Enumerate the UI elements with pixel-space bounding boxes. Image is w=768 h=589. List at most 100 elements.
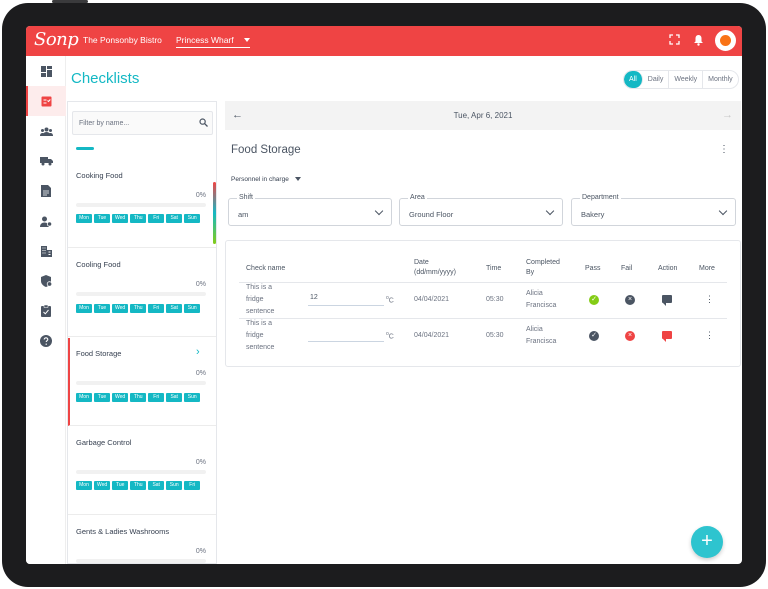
checklist-title: Cooling Food — [76, 260, 121, 269]
completed-by-last: Francisca — [526, 338, 557, 345]
user-avatar[interactable] — [715, 30, 736, 51]
col-date: Date — [414, 259, 429, 266]
checklist-card-cooking-food[interactable]: Cooking Food 0% Mon Tue Wed Thu Fri Sat … — [68, 160, 216, 248]
help-icon[interactable] — [26, 326, 66, 356]
add-button[interactable]: + — [691, 526, 723, 558]
more-vert-icon[interactable]: ⋮ — [705, 294, 714, 304]
arrow-right-icon[interactable]: → — [722, 109, 733, 121]
period-tab-monthly[interactable]: Monthly — [708, 76, 733, 83]
checklist-progress-bar — [76, 381, 206, 385]
checklist-card-garbage-control[interactable]: Garbage Control 0% Mon Wed Tue Thu Sat S… — [68, 427, 216, 515]
day-badge: Sun — [184, 214, 201, 223]
list-scrollbar[interactable] — [213, 182, 216, 244]
checklist-title: Gents & Ladies Washrooms — [76, 527, 170, 536]
checklist-percent: 0% — [195, 548, 206, 555]
shift-label: Shift — [237, 194, 256, 201]
checks-table: Check name Date (dd/mm/yyyy) Time Comple… — [225, 240, 741, 367]
day-badge: Thu — [130, 304, 147, 313]
day-badge: Tue — [94, 214, 110, 223]
venue-name[interactable]: The Ponsonby Bistro — [83, 35, 162, 45]
period-tab-all[interactable]: All — [624, 71, 643, 88]
area-select[interactable]: Area Ground Floor — [399, 194, 563, 226]
department-value: Bakery — [581, 210, 605, 219]
progress-stub — [76, 147, 94, 150]
shift-select[interactable]: Shift am — [228, 194, 392, 226]
temperature-unit: oC — [386, 295, 394, 305]
completed-by-first: Alicia — [526, 326, 543, 333]
period-tab-daily[interactable]: Daily — [643, 71, 670, 88]
tablet-button — [52, 0, 88, 3]
truck-icon[interactable] — [26, 146, 66, 176]
shield-icon[interactable] — [26, 266, 66, 296]
check-time: 05:30 — [486, 332, 504, 339]
temperature-input[interactable]: 12 — [308, 294, 384, 306]
checklist-progress-bar — [76, 559, 206, 563]
checklist-icon[interactable] — [26, 86, 66, 116]
period-toggle: All Daily Weekly Monthly — [623, 70, 739, 89]
comment-icon[interactable] — [662, 295, 672, 306]
cancel-circle-icon[interactable]: × — [625, 331, 635, 341]
chevron-down-icon — [718, 206, 728, 216]
checklist-card-cooling-food[interactable]: Cooling Food 0% Mon Tue Wed Thu Fri Sat … — [68, 249, 216, 337]
search-icon — [199, 118, 208, 127]
building-icon[interactable] — [26, 236, 66, 266]
day-badge: Sat — [166, 393, 183, 402]
checklist-title: Cooking Food — [76, 171, 123, 180]
clipboard-icon[interactable] — [26, 296, 66, 326]
more-vert-icon[interactable]: ⋮ — [719, 144, 729, 155]
icon-sidebar — [26, 56, 66, 564]
temperature-input[interactable] — [308, 330, 384, 342]
current-date: Tue, Apr 6, 2021 — [453, 111, 513, 120]
check-circle-icon[interactable]: ✓ — [589, 295, 599, 305]
col-fail: Fail — [621, 265, 633, 272]
comment-icon[interactable] — [662, 331, 672, 342]
document-icon[interactable] — [26, 176, 66, 206]
day-badge: Wed — [112, 214, 129, 223]
day-badge: Fri — [148, 304, 165, 313]
day-badge: Mon — [76, 393, 92, 402]
personnel-label: Personnel in charge — [231, 176, 289, 183]
check-name-line: sentence — [246, 344, 275, 351]
chevron-down-icon — [374, 206, 384, 216]
top-header: Sonp The Ponsonby Bistro Princess Wharf — [26, 26, 742, 56]
day-badges: Mon Tue Wed Thu Fri Sat Sun — [76, 393, 211, 402]
day-badge: Tue — [94, 393, 110, 402]
day-badge: Fri — [148, 393, 165, 402]
checklist-title: Garbage Control — [76, 438, 132, 447]
location-selector[interactable]: Princess Wharf — [176, 35, 250, 48]
period-tab-weekly[interactable]: Weekly — [669, 71, 704, 88]
temperature-unit: oC — [386, 331, 394, 341]
dashboard-icon[interactable] — [26, 56, 66, 86]
chevron-right-icon: › — [196, 346, 200, 358]
header-divider — [239, 282, 727, 283]
day-badge: Wed — [94, 481, 111, 490]
col-more: More — [699, 265, 715, 272]
cancel-circle-icon[interactable]: × — [625, 295, 635, 305]
people-icon[interactable] — [26, 116, 66, 146]
check-date: 04/04/2021 — [414, 296, 450, 303]
arrow-left-icon[interactable]: ← — [232, 109, 243, 121]
filter-input[interactable]: Filter by name... — [72, 111, 213, 135]
fullscreen-icon[interactable] — [669, 34, 680, 48]
user-settings-icon[interactable] — [26, 206, 66, 236]
personnel-dropdown[interactable]: Personnel in charge — [231, 176, 301, 183]
more-vert-icon[interactable]: ⋮ — [705, 330, 714, 340]
checklist-card-food-storage[interactable]: Food Storage › 0% Mon Tue Wed Thu Fri Sa… — [68, 338, 216, 426]
day-badges: Mon Tue Wed Thu Fri Sat Sun — [76, 214, 211, 223]
checklist-list[interactable]: Filter by name... Cooking Food 0% Mon Tu… — [67, 101, 217, 564]
day-badges: Mon Tue Wed Thu Fri Sat Sun — [76, 304, 211, 313]
department-select[interactable]: Department Bakery — [571, 194, 736, 226]
app-logo[interactable]: Sonp — [34, 29, 79, 50]
checklist-percent: 0% — [195, 281, 206, 288]
caret-down-icon — [294, 177, 301, 182]
checklist-card-washrooms[interactable]: Gents & Ladies Washrooms 0% — [68, 516, 216, 563]
day-badge: Tue — [112, 481, 129, 490]
area-label: Area — [408, 194, 427, 201]
col-action: Action — [658, 265, 678, 272]
page-title: Checklists — [71, 70, 140, 87]
col-pass: Pass — [585, 265, 601, 272]
check-name-line: sentence — [246, 308, 275, 315]
check-circle-icon[interactable]: ✓ — [589, 331, 599, 341]
bell-icon[interactable] — [693, 34, 704, 49]
